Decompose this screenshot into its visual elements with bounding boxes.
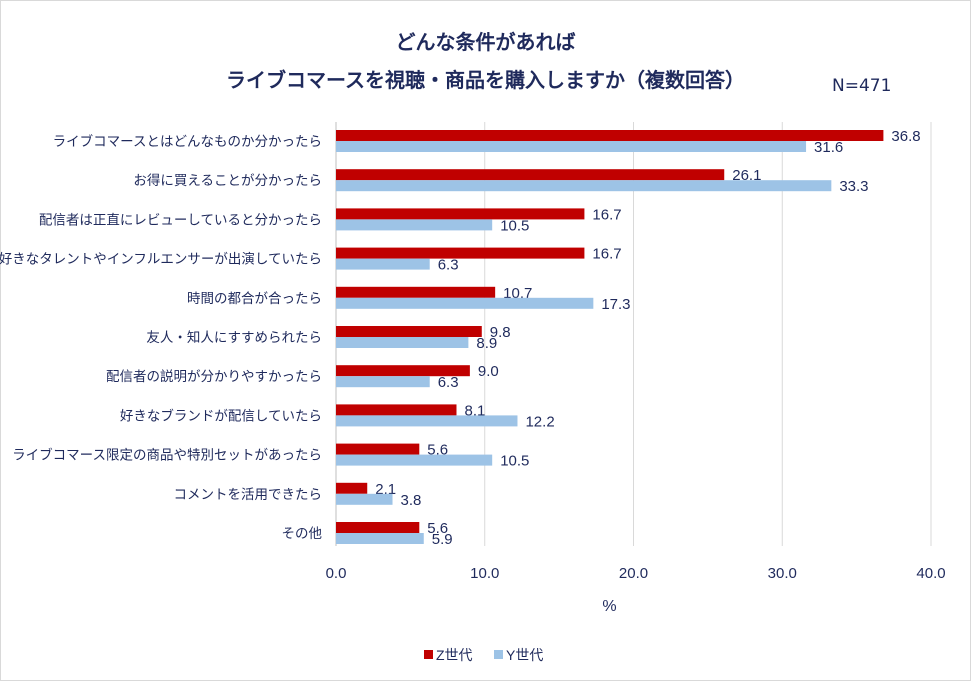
bar-z-generation bbox=[336, 130, 884, 141]
data-label: 6.3 bbox=[438, 257, 459, 274]
bar-z-generation bbox=[336, 247, 585, 259]
bar-z-generation bbox=[336, 365, 470, 377]
bar-y-generation bbox=[336, 533, 424, 544]
x-tick-label: 10.0 bbox=[470, 565, 499, 582]
category-label: コメントを活用できたら bbox=[174, 487, 323, 502]
data-label: 5.6 bbox=[427, 520, 448, 537]
data-label: 12.2 bbox=[525, 413, 554, 430]
data-label: 5.9 bbox=[432, 531, 453, 548]
data-label: 9.8 bbox=[490, 324, 511, 341]
bar-z-generation bbox=[336, 286, 496, 298]
data-label: 10.7 bbox=[503, 285, 532, 302]
data-label: 36.8 bbox=[891, 128, 920, 145]
x-tick-label: 30.0 bbox=[768, 565, 797, 582]
category-label: ライブコマースとはどんなものか分かったら bbox=[53, 133, 322, 149]
bar-y-generation bbox=[336, 258, 430, 270]
legend-swatch-y bbox=[494, 650, 503, 659]
category-label: 配信者の説明が分かりやすかったら bbox=[106, 369, 322, 384]
category-label: ライブコマース限定の商品や特別セットがあったら bbox=[12, 447, 322, 463]
sample-size-annotation: N=471 bbox=[832, 76, 892, 96]
legend-label: Y世代 bbox=[506, 647, 543, 663]
data-label: 16.7 bbox=[592, 246, 621, 263]
data-label: 2.1 bbox=[375, 481, 396, 498]
data-label: 17.3 bbox=[601, 296, 630, 313]
data-label: 9.0 bbox=[478, 363, 499, 380]
data-label: 8.9 bbox=[476, 335, 497, 352]
x-axis-label: % bbox=[602, 598, 616, 615]
data-label: 10.5 bbox=[500, 217, 529, 234]
bar-z-generation bbox=[336, 522, 420, 533]
chart-subtitle: ライブコマースを視聴・商品を購入しますか（複数回答） bbox=[226, 68, 745, 92]
bar-z-generation bbox=[336, 326, 482, 337]
legend-label: Z世代 bbox=[436, 647, 473, 663]
category-label: 好きなタレントやインフルエンサーが出演していたら bbox=[0, 252, 322, 267]
data-label: 10.5 bbox=[500, 453, 529, 470]
bar-z-generation bbox=[336, 404, 457, 416]
x-tick-label: 40.0 bbox=[916, 565, 945, 582]
bar-y-generation bbox=[336, 337, 469, 348]
bar-y-generation bbox=[336, 415, 518, 427]
bar-y-generation bbox=[336, 180, 832, 192]
bar-y-generation bbox=[336, 376, 430, 388]
data-label: 3.8 bbox=[401, 492, 422, 509]
data-label: 33.3 bbox=[839, 178, 868, 195]
data-label: 31.6 bbox=[814, 139, 843, 156]
bar-y-generation bbox=[336, 141, 807, 152]
bar-y-generation bbox=[336, 219, 493, 231]
bar-z-generation bbox=[336, 169, 725, 181]
bar-y-generation bbox=[336, 493, 393, 505]
bar-z-generation bbox=[336, 443, 420, 455]
data-label: 6.3 bbox=[438, 374, 459, 391]
category-label: 時間の都合が合ったら bbox=[187, 291, 322, 306]
category-label: 好きなブランドが配信していたら bbox=[120, 407, 322, 423]
bar-z-generation bbox=[336, 482, 368, 494]
category-label: その他 bbox=[282, 526, 323, 541]
legend-swatch-z bbox=[424, 650, 433, 659]
data-label: 16.7 bbox=[592, 206, 621, 223]
x-tick-label: 0.0 bbox=[326, 565, 347, 582]
data-label: 8.1 bbox=[464, 402, 485, 419]
category-label: 配信者は正直にレビューしていると分かったら bbox=[39, 212, 322, 227]
category-label: 友人・知人にすすめられたら bbox=[146, 329, 322, 345]
category-label: お得に買えることが分かったら bbox=[133, 172, 322, 188]
bar-y-generation bbox=[336, 297, 594, 309]
data-label: 5.6 bbox=[427, 442, 448, 459]
data-label: 26.1 bbox=[732, 167, 761, 184]
bar-z-generation bbox=[336, 208, 585, 220]
chart-title: どんな条件があれば bbox=[395, 30, 576, 54]
bar-y-generation bbox=[336, 454, 493, 466]
x-tick-label: 20.0 bbox=[619, 565, 648, 582]
